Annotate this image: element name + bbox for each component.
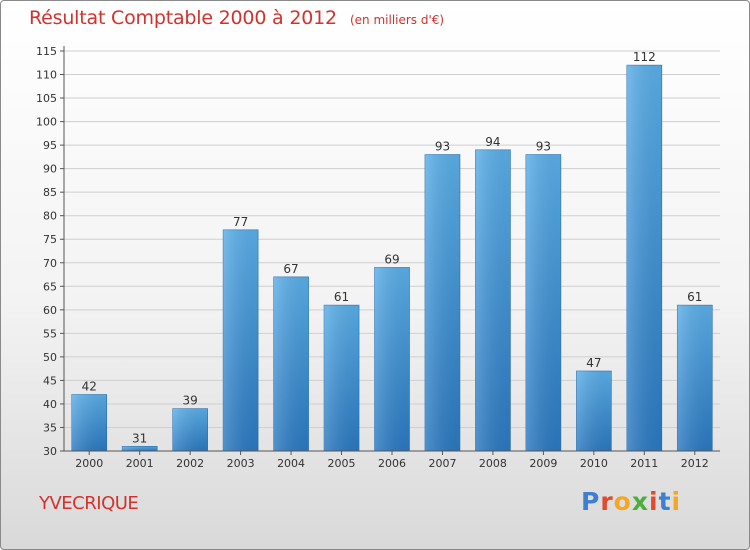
logo-letter: P <box>581 487 601 516</box>
y-tick-label: 100 <box>36 116 57 129</box>
bar-shade-2006 <box>374 267 410 451</box>
y-tick-label: 80 <box>43 210 57 223</box>
bar-shade-2009 <box>525 154 561 451</box>
chart-subtitle: (en milliers d'€) <box>349 13 445 27</box>
y-tick-label: 95 <box>43 139 57 152</box>
y-tick-label: 35 <box>43 421 57 434</box>
x-tick-label: 2009 <box>529 457 557 470</box>
x-tick-label: 2004 <box>277 457 305 470</box>
y-tick-label: 90 <box>43 163 57 176</box>
x-tick-label: 2002 <box>176 457 204 470</box>
logo-letter: t <box>658 487 672 516</box>
x-tick-label: 2008 <box>479 457 507 470</box>
y-tick-label: 110 <box>36 69 57 82</box>
x-tick-label: 2007 <box>428 457 456 470</box>
data-label: 94 <box>485 135 500 149</box>
bar-shade-2012 <box>677 305 713 451</box>
y-tick-label: 70 <box>43 257 57 270</box>
y-tick-label: 40 <box>43 398 57 411</box>
y-tick-label: 50 <box>43 351 57 364</box>
x-tick-label: 2003 <box>227 457 255 470</box>
bar-shade-2004 <box>273 276 309 451</box>
data-label: 31 <box>132 431 147 445</box>
data-label: 93 <box>435 140 450 154</box>
commune-name: YVECRIQUE <box>39 493 139 514</box>
bar-shade-2001 <box>122 446 158 451</box>
data-label: 42 <box>82 380 97 394</box>
logo-letter: x <box>631 487 649 516</box>
bar-shade-2005 <box>324 305 360 451</box>
y-tick-label: 65 <box>43 280 57 293</box>
y-tick-label: 105 <box>36 92 57 105</box>
x-tick-label: 2005 <box>328 457 356 470</box>
bar-shade-2007 <box>424 154 460 451</box>
chart-title: Résultat Comptable 2000 à 2012 <box>29 7 337 29</box>
y-tick-label: 30 <box>43 445 57 458</box>
proxiti-logo[interactable]: Proxiti <box>581 487 681 516</box>
data-label: 67 <box>283 262 298 276</box>
logo-letter: o <box>613 487 632 516</box>
title-row: Résultat Comptable 2000 à 2012 (en milli… <box>29 7 444 29</box>
y-tick-label: 45 <box>43 374 57 387</box>
logo-letter: r <box>600 487 614 516</box>
data-label: 77 <box>233 215 248 229</box>
data-label: 61 <box>687 290 702 304</box>
x-tick-label: 2001 <box>126 457 154 470</box>
data-label: 69 <box>384 252 399 266</box>
bar-shade-2011 <box>626 65 662 451</box>
data-label: 39 <box>183 394 198 408</box>
x-tick-label: 2006 <box>378 457 406 470</box>
x-tick-label: 2012 <box>681 457 709 470</box>
y-tick-label: 55 <box>43 327 57 340</box>
bar-shade-2003 <box>223 229 259 451</box>
bar-shade-2008 <box>475 149 511 451</box>
bar-shade-2010 <box>576 371 612 451</box>
bar-shade-2000 <box>71 394 107 451</box>
x-tick-label: 2000 <box>75 457 103 470</box>
y-tick-label: 85 <box>43 186 57 199</box>
logo-letter: i <box>649 487 659 516</box>
y-tick-label: 60 <box>43 304 57 317</box>
data-label: 61 <box>334 290 349 304</box>
data-label: 112 <box>633 50 656 64</box>
bar-shade-2002 <box>172 408 208 451</box>
data-labels: 42 31 39 77 67 61 69 93 94 93 47 112 61 <box>82 50 703 445</box>
bars <box>71 64 713 452</box>
logo-letter: i <box>671 487 682 516</box>
x-tick-label: 2010 <box>580 457 608 470</box>
y-tick-label: 115 <box>36 45 57 58</box>
data-label: 47 <box>586 356 601 370</box>
y-tick-label: 75 <box>43 233 57 246</box>
x-tick-label: 2011 <box>630 457 658 470</box>
data-label: 93 <box>536 140 551 154</box>
axes: 30 35 40 45 50 55 60 65 70 75 80 85 90 95 100 105 110 115… <box>36 45 720 470</box>
